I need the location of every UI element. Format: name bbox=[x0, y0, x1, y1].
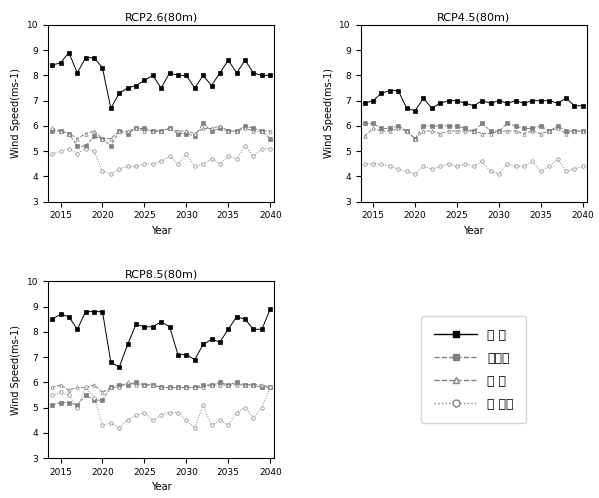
Y-axis label: Wind Speed(ms-1): Wind Speed(ms-1) bbox=[323, 68, 334, 158]
Title: RCP2.6(80m): RCP2.6(80m) bbox=[125, 13, 198, 23]
X-axis label: Year: Year bbox=[151, 226, 171, 236]
Title: RCP4.5(80m): RCP4.5(80m) bbox=[437, 13, 510, 23]
X-axis label: Year: Year bbox=[464, 226, 484, 236]
Legend: 한 경, 대관령, 열 알, 서 남해: 한 경, 대관령, 열 알, 서 남해 bbox=[421, 316, 527, 423]
Y-axis label: Wind Speed(ms-1): Wind Speed(ms-1) bbox=[11, 325, 21, 415]
Y-axis label: Wind Speed(ms-1): Wind Speed(ms-1) bbox=[11, 68, 21, 158]
Title: RCP8.5(80m): RCP8.5(80m) bbox=[125, 269, 198, 279]
X-axis label: Year: Year bbox=[151, 483, 171, 493]
